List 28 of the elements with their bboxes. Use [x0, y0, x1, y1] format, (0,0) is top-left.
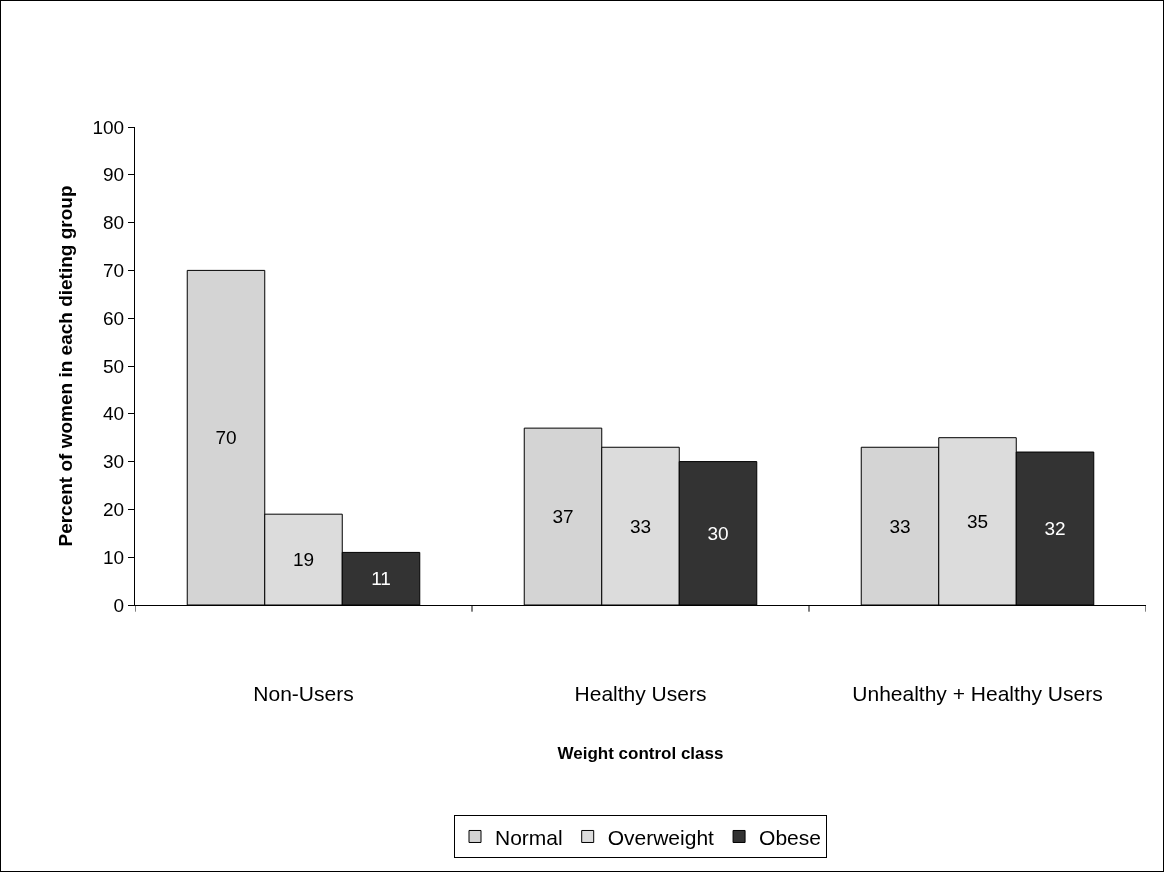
data-label: 19: [292, 549, 315, 571]
data-label: 33: [889, 515, 911, 537]
data-label: 37: [552, 506, 574, 528]
legend-label: Obese: [759, 825, 821, 849]
x-axis-title: Weight control class: [557, 743, 724, 763]
legend-label: Normal: [495, 825, 563, 849]
y-tick-label: 70: [103, 260, 125, 282]
y-axis-title: Percent of women in each dieting group: [55, 185, 77, 547]
y-tick-label: 30: [103, 451, 125, 473]
x-tick-label: Non-Users: [253, 682, 354, 706]
data-label: 32: [1044, 518, 1066, 540]
data-label: 33: [629, 515, 652, 537]
y-tick-label: 90: [103, 164, 125, 186]
y-tick-label: 20: [103, 499, 125, 521]
y-tick-label: 60: [103, 307, 125, 329]
y-tick-label: 10: [103, 546, 125, 568]
data-label: 30: [707, 522, 729, 544]
data-label: 70: [215, 427, 237, 449]
data-label: 11: [371, 568, 391, 590]
y-tick-label: 40: [103, 403, 125, 425]
y-tick-label: 80: [103, 212, 125, 234]
x-tick-label: Healthy Users: [574, 682, 707, 706]
y-tick-label: 50: [103, 355, 125, 377]
x-tick-label: Unhealthy + Healthy Users: [852, 682, 1103, 706]
data-label: 35: [966, 510, 989, 532]
y-tick-label: 0: [113, 594, 125, 616]
legend-label: Overweight: [607, 825, 715, 849]
y-tick-label: 100: [92, 116, 125, 138]
